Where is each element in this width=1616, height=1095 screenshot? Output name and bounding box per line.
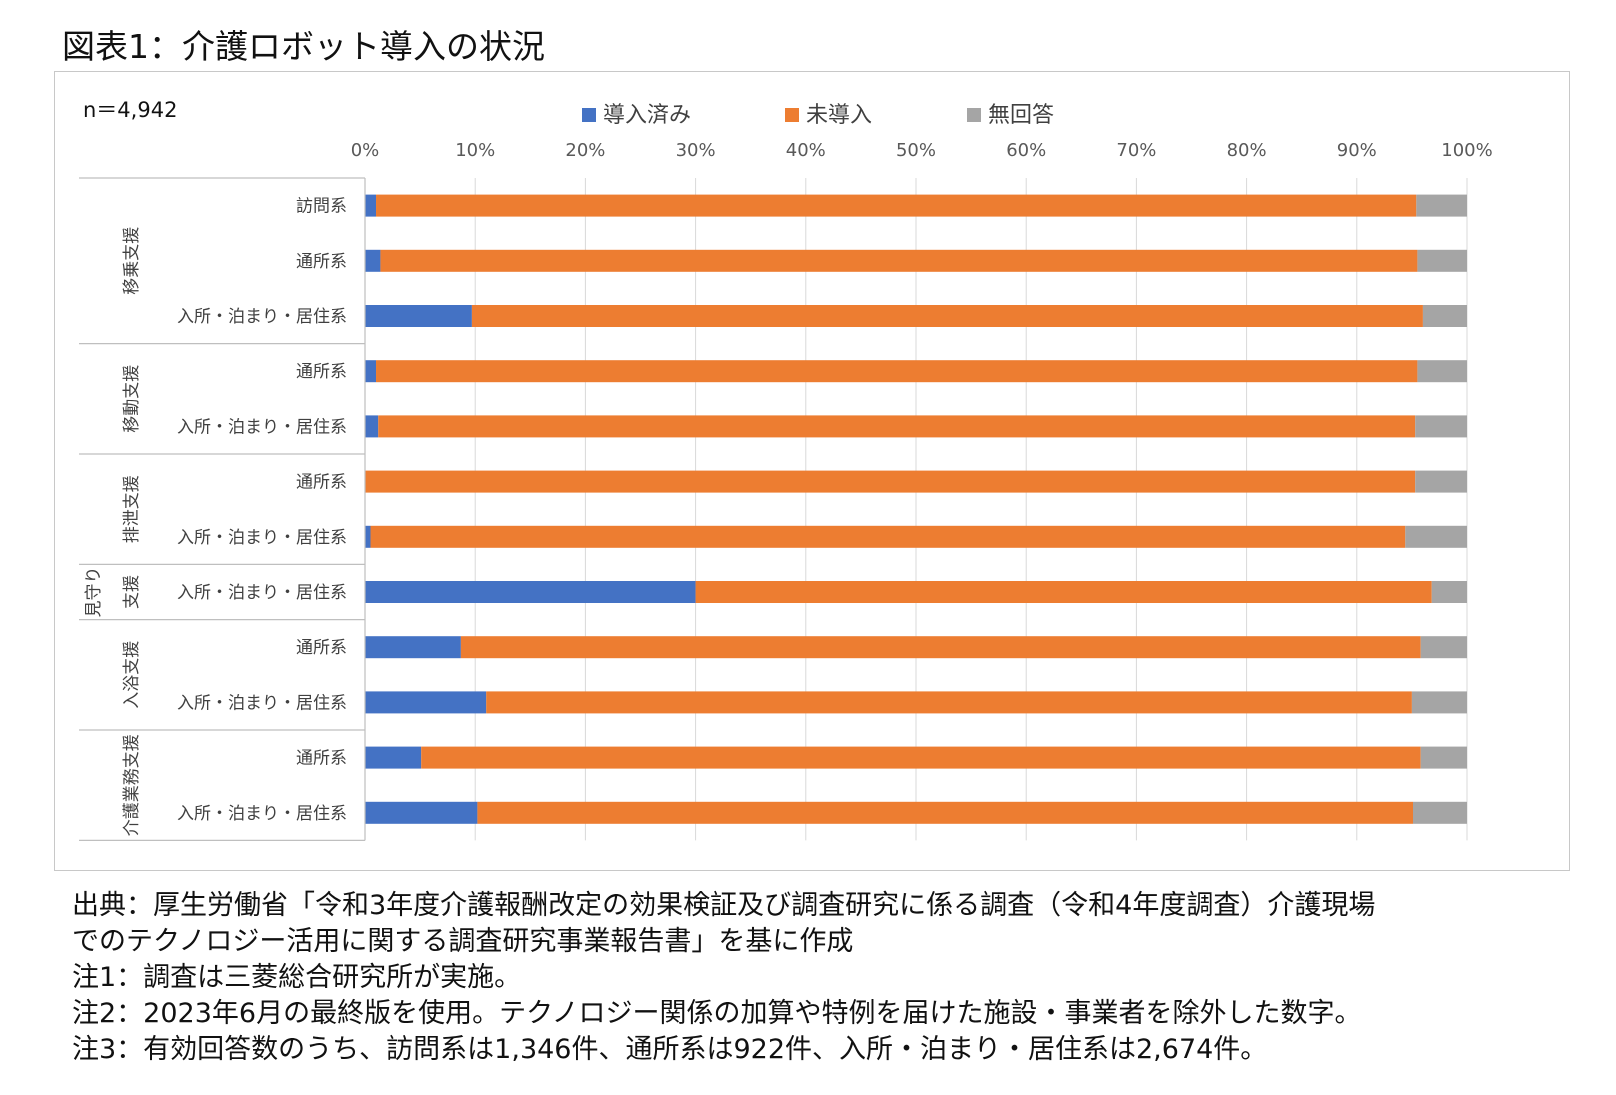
bar-segment-no-answer xyxy=(1405,525,1467,548)
bar-segment-introduced xyxy=(365,194,377,217)
x-tick-label: 80% xyxy=(1227,140,1267,161)
bar-segment-introduced xyxy=(365,415,379,438)
x-tick-label: 70% xyxy=(1116,140,1156,161)
bar-segment-introduced xyxy=(365,249,381,272)
category-label: 入所・泊まり・居住系 xyxy=(177,528,347,548)
bar-segment-not-introduced xyxy=(365,470,1416,493)
bar-segment-no-answer xyxy=(1415,415,1467,438)
bar-segment-introduced xyxy=(365,801,478,824)
legend-swatch xyxy=(967,108,981,122)
bar-segment-no-answer xyxy=(1431,581,1467,603)
bar-segment-not-introduced xyxy=(486,691,1412,714)
bar-segment-no-answer xyxy=(1417,360,1467,383)
category-label: 通所系 xyxy=(296,473,347,493)
bar-segment-introduced xyxy=(365,305,472,327)
sample-size-label: n＝4,942 xyxy=(83,98,177,122)
bar-segment-no-answer xyxy=(1420,636,1467,659)
group-label: 排泄支援 xyxy=(122,475,142,543)
bar-segment-not-introduced xyxy=(460,636,1421,659)
bar-segment-no-answer xyxy=(1420,746,1467,769)
x-tick-label: 50% xyxy=(896,140,936,161)
x-tick-label: 30% xyxy=(676,140,716,161)
legend-label: 導入済み xyxy=(603,103,691,128)
group-label: 移動支援 xyxy=(122,365,142,433)
bar-segment-introduced xyxy=(365,636,461,659)
group-label: 見守り xyxy=(84,567,104,618)
bar-segment-introduced xyxy=(365,746,422,769)
bar-segment-not-introduced xyxy=(477,801,1414,824)
category-label: 訪問系 xyxy=(296,197,347,217)
note-3: 注3：有効回答数のうち、訪問系は1,346件、通所系は922件、入所・泊まり・居… xyxy=(72,1034,1268,1065)
x-tick-label: 20% xyxy=(565,140,605,161)
category-label: 入所・泊まり・居住系 xyxy=(177,804,347,824)
chart-title: 図表1：介護ロボット導入の状況 xyxy=(62,27,545,66)
x-tick-label: 0% xyxy=(351,140,380,161)
stacked-bar-chart: 0% 10% 20% 30% 40% 50% 60% 70% 80% 90% 100% 訪問系通所系… xyxy=(79,98,1493,842)
chart-area: 0% 10% 20% 30% 40% 50% 60% 70% 80% 90% 100% 訪問系通所系… xyxy=(54,71,1570,871)
bar-segment-not-introduced xyxy=(380,249,1418,272)
x-tick-label: 40% xyxy=(786,140,826,161)
bar-segment-no-answer xyxy=(1417,249,1467,272)
category-label: 通所系 xyxy=(296,638,347,658)
group-label: 入浴支援 xyxy=(122,641,142,709)
category-label: 通所系 xyxy=(296,362,347,382)
bar-segment-not-introduced xyxy=(471,305,1423,327)
bar-segment-not-introduced xyxy=(421,746,1421,769)
bar-segment-introduced xyxy=(365,691,487,714)
category-label: 入所・泊まり・居住系 xyxy=(177,693,347,713)
source-line-1: 出典：厚生労働省「令和3年度介護報酬改定の効果検証及び調査研究に係る調査（令和4… xyxy=(72,890,1376,921)
bar-segment-not-introduced xyxy=(376,360,1418,383)
bar-segment-no-answer xyxy=(1411,691,1467,714)
bar-segment-no-answer xyxy=(1416,194,1467,217)
bar-segment-introduced xyxy=(365,525,371,548)
category-label: 通所系 xyxy=(296,749,347,769)
category-label: 入所・泊まり・居住系 xyxy=(177,417,347,437)
bar-segment-introduced xyxy=(365,581,696,603)
bar-segment-not-introduced xyxy=(378,415,1416,438)
note-1: 注1：調査は三菱総合研究所が実施。 xyxy=(72,962,522,993)
legend-swatch xyxy=(785,108,799,122)
source-notes: 出典：厚生労働省「令和3年度介護報酬改定の効果検証及び調査研究に係る調査（令和4… xyxy=(72,888,1592,1068)
bar-segment-not-introduced xyxy=(370,525,1406,548)
bar-segment-not-introduced xyxy=(376,194,1417,217)
legend-swatch xyxy=(582,108,596,122)
x-tick-label: 90% xyxy=(1337,140,1377,161)
category-label: 入所・泊まり・居住系 xyxy=(177,583,347,603)
bar-segment-introduced xyxy=(365,360,377,383)
category-label: 入所・泊まり・居住系 xyxy=(177,307,347,327)
group-label: 介護業務支援 xyxy=(122,734,142,836)
group-label: 移乗支援 xyxy=(122,227,142,295)
x-tick-label: 100% xyxy=(1441,140,1492,161)
note-2: 注2：2023年6月の最終版を使用。テクノロジー関係の加算や特例を届けた施設・事… xyxy=(72,998,1362,1029)
x-tick-label: 10% xyxy=(455,140,495,161)
legend-label: 無回答 xyxy=(988,103,1054,128)
source-line-2: でのテクノロジー活用に関する調査研究事業報告書」を基に作成 xyxy=(72,926,854,957)
group-label: 支援 xyxy=(122,575,142,609)
bar-segment-not-introduced xyxy=(695,581,1432,603)
x-tick-label: 60% xyxy=(1006,140,1046,161)
bar-segment-no-answer xyxy=(1415,470,1467,493)
category-label: 通所系 xyxy=(296,252,347,272)
bar-segment-no-answer xyxy=(1413,801,1467,824)
bar-segment-no-answer xyxy=(1422,305,1467,327)
legend-label: 未導入 xyxy=(806,103,872,128)
